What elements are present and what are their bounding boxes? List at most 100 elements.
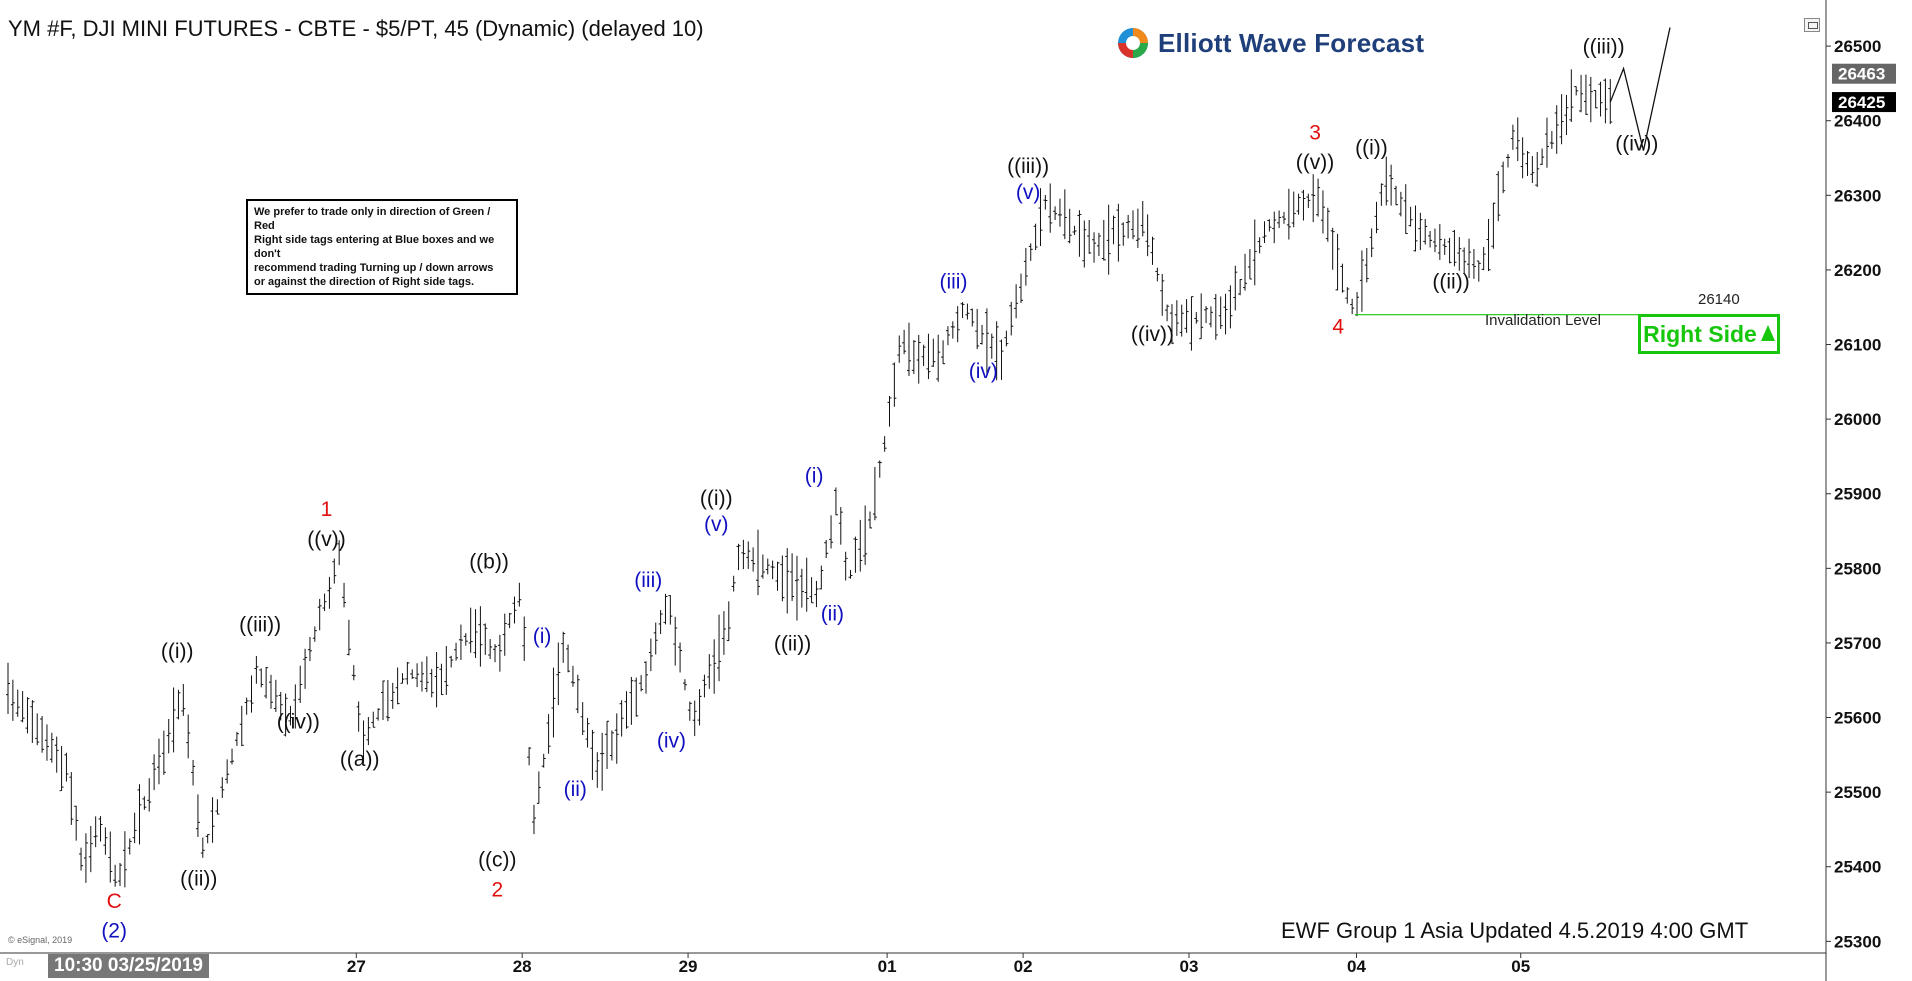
price-bar: [191, 759, 196, 786]
price-bar: [799, 568, 804, 608]
price-bar: [970, 308, 975, 327]
wave-label: ((a)): [340, 748, 380, 771]
price-bar: [736, 543, 741, 571]
price-bar: [1355, 291, 1360, 317]
price-bar: [595, 752, 600, 788]
price-bar: [493, 644, 498, 663]
price-bar: [999, 339, 1004, 380]
price-bar: [960, 302, 965, 319]
price-bar: [1096, 232, 1101, 256]
price-bar: [624, 691, 629, 729]
time-tick-label: 02: [1014, 957, 1033, 976]
note-line: or against the direction of Right side t…: [254, 276, 475, 288]
price-bar: [731, 575, 736, 592]
price-bar: [108, 831, 113, 883]
price-tag-box: [1832, 92, 1896, 113]
price-bar: [522, 616, 527, 661]
price-bar: [230, 748, 235, 765]
price-bar: [1033, 223, 1038, 251]
price-bar: [517, 582, 522, 607]
wave-label: ((iii)): [1007, 155, 1049, 178]
price-bar: [366, 717, 371, 746]
price-bar: [1121, 222, 1126, 246]
price-bar: [882, 436, 887, 452]
price-tick-label: 26400: [1834, 112, 1881, 131]
price-bar: [1496, 171, 1501, 222]
price-bar: [1194, 312, 1199, 324]
price-bar: [390, 682, 395, 709]
price-bar: [332, 558, 337, 584]
price-bar: [1350, 298, 1355, 315]
price-bar: [1199, 293, 1204, 340]
price-bar: [1106, 204, 1111, 275]
copyright: © eSignal, 2019: [8, 935, 73, 945]
price-bar: [1023, 247, 1028, 286]
price-bar: [195, 794, 200, 837]
price-bar: [1018, 273, 1023, 304]
price-bar: [419, 661, 424, 692]
price-bar: [142, 796, 147, 810]
price-bar: [1369, 228, 1374, 258]
price-bar: [259, 668, 264, 688]
price-tick-label: 25600: [1834, 709, 1881, 728]
price-bar: [176, 689, 181, 720]
price-bar: [1082, 220, 1087, 268]
price-bar: [1028, 243, 1033, 261]
price-bar: [488, 639, 493, 660]
price-bar: [1101, 219, 1106, 261]
brand-logo: Elliott Wave Forecast: [1116, 26, 1424, 60]
price-bar: [405, 661, 410, 685]
price-bar: [668, 595, 673, 625]
price-tick-label: 26000: [1834, 410, 1881, 429]
price-bar: [88, 826, 93, 873]
price-bar: [1428, 230, 1433, 248]
restore-window-icon[interactable]: [1804, 18, 1820, 32]
price-bar: [741, 539, 746, 570]
price-bar: [1403, 184, 1408, 235]
price-bar: [458, 624, 463, 661]
price-bar: [911, 340, 916, 375]
price-tick-label: 25900: [1834, 485, 1881, 504]
price-bar: [249, 675, 254, 713]
price-bar: [1301, 189, 1306, 221]
wave-label: 2: [491, 879, 503, 902]
wave-label: ((ii)): [1432, 271, 1469, 294]
price-bar: [1150, 236, 1155, 265]
price-bar: [887, 395, 892, 427]
price-bar: [863, 505, 868, 565]
price-bar: [697, 689, 702, 726]
price-bar: [1379, 183, 1384, 206]
wave-label: ((b)): [469, 550, 509, 573]
ewf-logo-icon: [1118, 28, 1148, 58]
price-bar: [264, 666, 269, 699]
price-bar: [1087, 219, 1092, 254]
price-bar: [1145, 214, 1150, 257]
price-bar: [468, 607, 473, 653]
time-tick-label: 28: [513, 957, 532, 976]
price-bar: [1359, 250, 1364, 312]
price-bar: [395, 667, 400, 705]
price-bar: [629, 676, 634, 725]
price-bar: [6, 662, 10, 715]
price-bar: [424, 656, 429, 693]
brand-name: Elliott Wave Forecast: [1158, 27, 1425, 58]
right-side-tag: Right Side: [1638, 314, 1780, 354]
invalidation-value: 26140: [1698, 291, 1740, 308]
price-bar: [1535, 152, 1540, 188]
price-bar: [950, 321, 955, 339]
price-bar: [1218, 296, 1223, 329]
price-bar: [819, 565, 824, 590]
chart-title: YM #F, DJI MINI FUTURES - CBTE - $5/PT, …: [8, 16, 704, 41]
price-bar: [381, 680, 386, 720]
price-bar: [93, 816, 98, 848]
price-bar: [1437, 224, 1442, 260]
price-bar: [921, 344, 926, 367]
price-bar: [410, 669, 415, 679]
price-bar: [790, 553, 795, 601]
price-bar: [98, 816, 103, 842]
price-bar: [1306, 193, 1311, 208]
wave-label: (v): [704, 513, 729, 536]
price-bar: [59, 745, 64, 792]
price-bar: [824, 539, 829, 559]
price-bar: [1506, 154, 1511, 168]
